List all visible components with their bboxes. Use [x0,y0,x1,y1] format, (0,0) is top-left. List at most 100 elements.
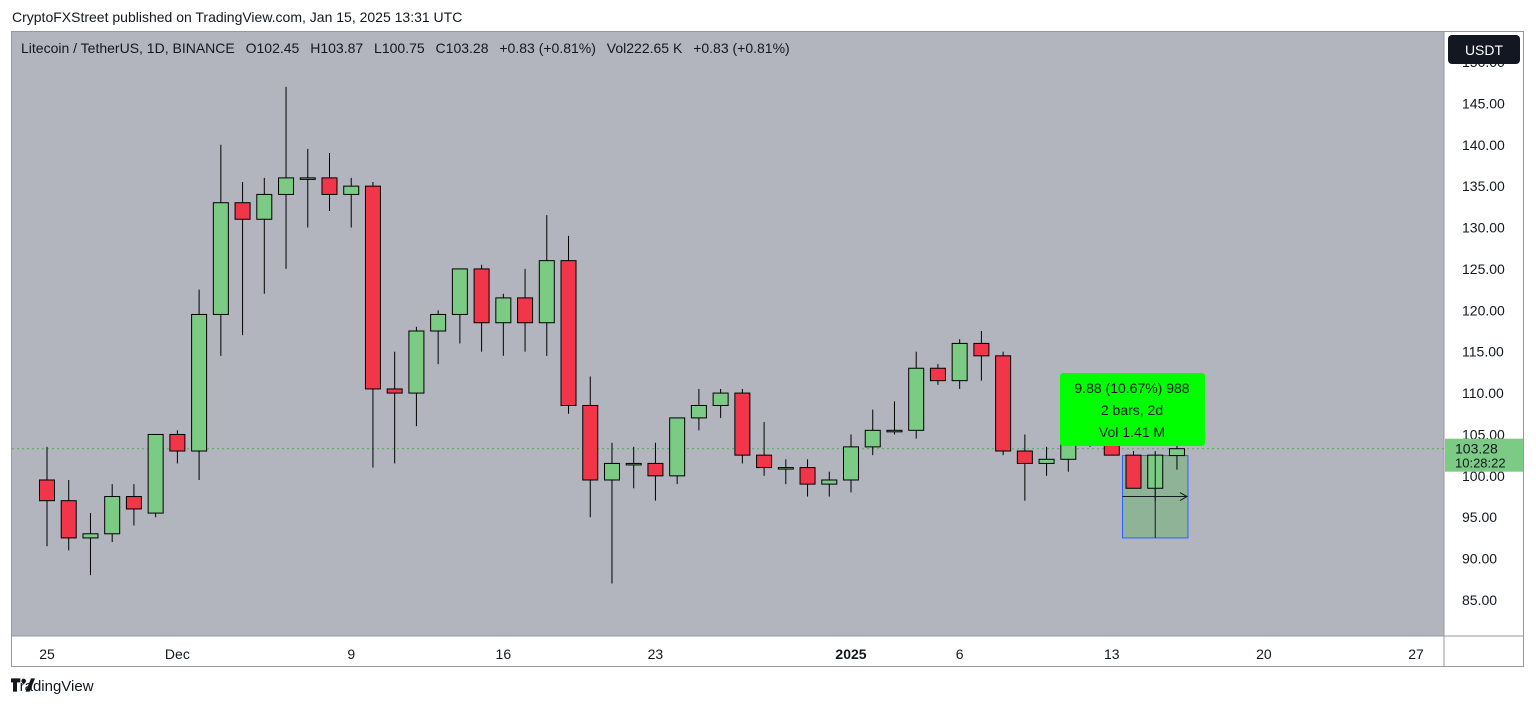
time-tick-label: 13 [1104,646,1120,662]
candle-body [560,260,577,406]
candle-body [1016,450,1033,464]
candle-body [864,429,881,448]
legend-open: O102.45 [245,40,300,56]
candle[interactable] [690,388,707,431]
candle-body [234,202,251,220]
time-scale[interactable]: 25 Dec 9 16 23 2025 6 13 20 27 [39,646,1424,662]
candle[interactable] [386,351,403,464]
candle[interactable] [495,293,512,356]
candles [39,86,1185,584]
candle-body [647,462,664,477]
candle[interactable] [625,446,642,489]
measure-label[interactable]: 9.88 (10.67%) 988 2 bars, 2d Vol 1.41 M [1060,373,1205,446]
candle-body [669,417,686,477]
time-tick-label: 20 [1256,646,1272,662]
price-tick-label: 85.00 [1462,592,1497,608]
candle-body [473,268,490,324]
candle[interactable] [886,401,903,435]
legend-high: H103.87 [310,40,364,56]
time-tick-label: 27 [1408,646,1424,662]
currency-button[interactable]: USDT [1448,35,1520,64]
publisher-line: CryptoFXStreet published on TradingView.… [12,9,463,25]
candle[interactable] [734,388,751,464]
candle[interactable] [799,459,816,497]
candle-body [603,462,620,481]
candle[interactable] [256,177,273,294]
current-price-value: 103.28 [1455,441,1498,457]
candle[interactable] [582,376,599,518]
candle[interactable] [777,459,794,485]
candle[interactable] [843,434,860,493]
measure-label-line: Vol 1.41 M [1099,424,1165,440]
candle[interactable] [473,264,490,352]
candle[interactable] [169,430,186,464]
candle[interactable] [821,471,838,497]
time-tick-label: Dec [165,646,190,662]
candle-body [125,496,142,510]
candle-body [908,367,925,431]
candle[interactable] [973,331,990,381]
candle[interactable] [908,351,925,439]
candle[interactable] [560,235,577,414]
plot-area[interactable] [12,32,1444,636]
candle[interactable] [39,446,55,547]
candle[interactable] [712,388,729,418]
candle-body [256,193,273,220]
candle[interactable] [212,144,229,356]
measure-label-line: 9.88 (10.67%) 988 [1074,380,1189,396]
price-tick-label: 135.00 [1462,178,1505,194]
legend-close: C103.28 [435,40,489,56]
candle-body [1168,448,1185,457]
legend-volume: Vol222.65 K [606,40,683,56]
candle[interactable] [929,364,946,385]
candle[interactable] [517,268,534,352]
candle[interactable] [647,442,664,501]
candle-body [951,342,968,382]
price-scale[interactable]: 85.00 90.00 95.00 100.00 105.00 110.00 115.00 1… [1462,54,1505,608]
candle[interactable] [82,513,99,576]
bar-countdown: 10:28:22 [1455,456,1506,471]
chart-pane[interactable]: 85.00 90.00 95.00 100.00 105.00 110.00 115.00 1… [11,31,1524,667]
candle[interactable] [234,182,251,336]
candle-body [408,330,425,394]
candle-body [538,260,555,324]
candle[interactable] [995,351,1012,456]
candle[interactable] [1016,434,1033,501]
candle[interactable] [364,182,381,468]
candle[interactable] [343,177,360,228]
tradingview-logo[interactable]: TradingView [11,678,94,695]
price-tick-label: 95.00 [1462,509,1497,525]
price-tick-label: 140.00 [1462,137,1505,153]
candle-body [973,342,990,357]
candle[interactable] [104,484,121,543]
candle[interactable] [756,422,773,476]
candlestick-chart[interactable]: 85.00 90.00 95.00 100.00 105.00 110.00 115.00 1… [12,32,1524,667]
candle[interactable] [60,479,77,551]
candle-body [690,404,707,419]
legend-symbol[interactable]: Litecoin / TetherUS, 1D, BINANCE [21,40,235,56]
candle[interactable] [147,433,164,518]
candle[interactable] [299,148,316,228]
candle[interactable] [951,339,968,389]
candle-body [1038,458,1055,464]
candle[interactable] [451,268,468,344]
candle-body [169,433,186,452]
candle-body [39,479,55,502]
candle[interactable] [1125,451,1142,489]
candle-body [386,388,403,394]
candle[interactable] [1168,443,1185,470]
time-tick-label: 2025 [835,646,866,662]
candle-body [321,177,338,195]
candle[interactable] [669,417,686,485]
candle[interactable] [1038,446,1055,476]
candle[interactable] [538,215,555,356]
candle[interactable] [408,326,425,427]
candle[interactable] [125,484,142,526]
candle[interactable] [191,289,208,480]
candle[interactable] [864,409,881,456]
candle[interactable] [278,86,295,269]
candle[interactable] [603,442,620,584]
candle-body [451,268,468,315]
candle[interactable] [430,310,447,365]
candle[interactable] [321,153,338,211]
